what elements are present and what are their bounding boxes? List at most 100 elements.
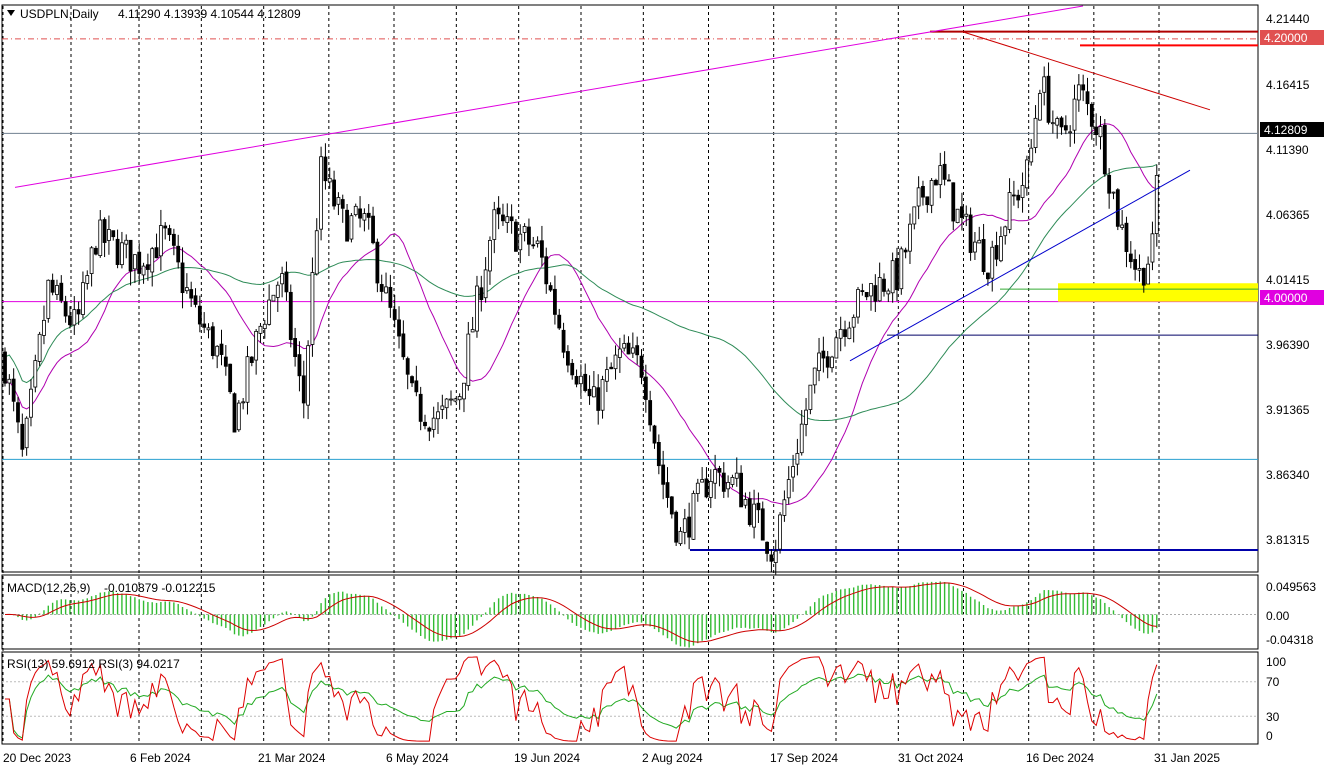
candle bbox=[1137, 254, 1142, 282]
candle bbox=[42, 305, 46, 345]
rsi-tick-label: 100 bbox=[1266, 655, 1286, 669]
candle-body bbox=[968, 214, 973, 253]
candle-body bbox=[899, 248, 904, 290]
candle-body bbox=[955, 208, 960, 224]
candle bbox=[501, 203, 505, 226]
candle-body bbox=[1094, 126, 1099, 136]
price-tick-label: 4.01415 bbox=[1266, 273, 1310, 287]
candle-body bbox=[24, 417, 29, 449]
candle-body bbox=[145, 264, 150, 270]
candle bbox=[643, 364, 648, 413]
candle bbox=[687, 502, 692, 550]
candle-body bbox=[128, 239, 133, 272]
collapse-triangle-icon[interactable] bbox=[7, 10, 15, 16]
candle bbox=[258, 323, 263, 343]
candle bbox=[55, 279, 59, 301]
candle bbox=[535, 236, 540, 248]
candle bbox=[695, 478, 700, 502]
candle-body bbox=[228, 363, 233, 393]
candle bbox=[977, 226, 982, 244]
candle-body bbox=[743, 498, 748, 506]
candle-body bbox=[566, 351, 570, 366]
candle bbox=[540, 225, 544, 267]
candle-body bbox=[1020, 185, 1025, 198]
candle bbox=[1098, 115, 1103, 150]
candle bbox=[1050, 110, 1055, 134]
candle-body bbox=[1055, 118, 1060, 126]
candle bbox=[254, 328, 259, 375]
candle bbox=[843, 320, 847, 347]
candle-body bbox=[98, 219, 103, 256]
candle bbox=[613, 345, 618, 380]
price-tick-label: 3.91365 bbox=[1266, 403, 1310, 417]
candle bbox=[912, 206, 917, 230]
candle bbox=[111, 230, 116, 241]
candle bbox=[960, 192, 964, 231]
candle-body bbox=[587, 388, 592, 397]
candle bbox=[167, 224, 172, 242]
price-axis: 4.21440 4.16415 4.11390 4.06365 4.01415 … bbox=[1266, 12, 1310, 547]
candle bbox=[89, 246, 94, 287]
candle-body bbox=[410, 376, 414, 384]
candle bbox=[864, 291, 869, 301]
candle bbox=[678, 527, 683, 546]
candle-body bbox=[427, 427, 432, 432]
candle bbox=[332, 170, 336, 210]
candle bbox=[994, 231, 999, 267]
candle-body bbox=[115, 238, 120, 265]
candle-body bbox=[150, 248, 155, 273]
candle bbox=[795, 438, 800, 476]
candle bbox=[721, 462, 726, 499]
candle bbox=[877, 262, 882, 302]
candle bbox=[349, 212, 354, 243]
candle-body bbox=[1046, 75, 1051, 123]
candle-body bbox=[158, 225, 163, 257]
candle-body bbox=[16, 402, 20, 423]
candle bbox=[405, 356, 410, 390]
candle bbox=[518, 224, 523, 264]
candle-body bbox=[63, 301, 68, 317]
candle-body bbox=[85, 275, 90, 284]
candle bbox=[1150, 221, 1155, 271]
candle-body bbox=[804, 409, 808, 425]
candle bbox=[366, 204, 371, 230]
candle bbox=[626, 336, 631, 355]
candle-body bbox=[739, 472, 743, 508]
candle-body bbox=[505, 216, 510, 223]
rsi-panel-frame bbox=[1, 651, 1259, 745]
candle bbox=[895, 247, 899, 302]
candle bbox=[475, 275, 479, 338]
candle bbox=[652, 424, 657, 449]
candle-body bbox=[726, 482, 731, 490]
candle-body bbox=[366, 212, 371, 218]
candle bbox=[37, 331, 42, 367]
candle bbox=[50, 273, 55, 296]
candle bbox=[137, 243, 142, 285]
candle bbox=[1059, 116, 1064, 135]
candle-body bbox=[479, 287, 484, 300]
candle-body bbox=[314, 230, 319, 275]
candle-body bbox=[1089, 103, 1094, 127]
candle bbox=[1016, 189, 1021, 209]
candle-body bbox=[301, 375, 306, 404]
candle bbox=[786, 466, 791, 505]
candle-body bbox=[163, 225, 168, 229]
candle-body bbox=[578, 375, 583, 385]
candle bbox=[821, 336, 826, 373]
candle-body bbox=[908, 223, 912, 252]
candle bbox=[85, 270, 90, 290]
candle-body bbox=[652, 425, 657, 444]
candle bbox=[1081, 74, 1086, 102]
candle-body bbox=[132, 254, 137, 270]
candle bbox=[1072, 84, 1077, 144]
macd-indicator bbox=[2, 581, 1258, 648]
candle-body bbox=[752, 503, 756, 528]
candle bbox=[336, 192, 341, 216]
candle-body bbox=[626, 342, 631, 355]
candle-body bbox=[94, 247, 98, 255]
current-price-box bbox=[1260, 122, 1324, 137]
candle bbox=[128, 239, 133, 286]
candle-body bbox=[964, 213, 969, 217]
